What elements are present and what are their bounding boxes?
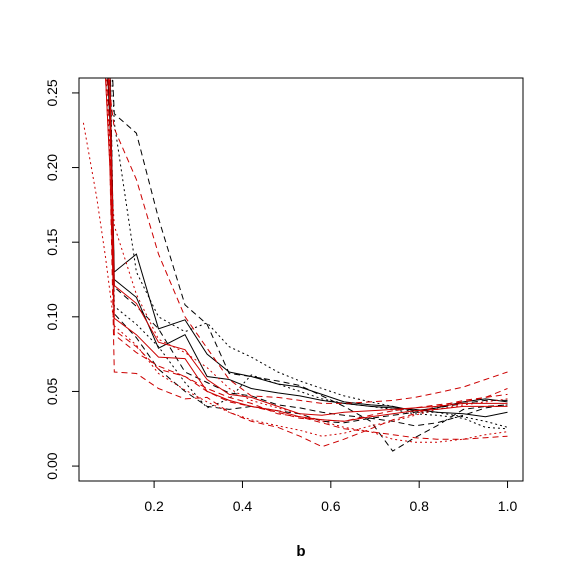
x-axis-title: b bbox=[296, 543, 305, 560]
series-line-6 bbox=[111, 78, 508, 428]
y-tick-label: 0.00 bbox=[44, 452, 60, 479]
x-tick-label: 0.8 bbox=[409, 498, 429, 514]
series-line-12 bbox=[104, 78, 508, 448]
y-tick-label: 0.25 bbox=[44, 79, 60, 106]
series-line-2 bbox=[107, 78, 508, 418]
y-tick-label: 0.20 bbox=[44, 154, 60, 181]
series-line-14 bbox=[105, 78, 508, 443]
series-line-3 bbox=[112, 78, 508, 452]
series-line-15 bbox=[82, 122, 508, 437]
x-tick-label: 0.2 bbox=[144, 498, 164, 514]
series-line-8 bbox=[109, 78, 508, 416]
x-tick-label: 0.4 bbox=[233, 498, 253, 514]
x-tick-label: 1.0 bbox=[498, 498, 518, 514]
y-tick-label: 0.15 bbox=[44, 228, 60, 255]
x-tick-label: 0.6 bbox=[321, 498, 341, 514]
y-tick-label: 0.10 bbox=[44, 303, 60, 330]
series-line-9 bbox=[107, 78, 508, 422]
series-line-10 bbox=[108, 78, 508, 404]
series-line-7 bbox=[110, 78, 508, 430]
y-tick-label: 0.05 bbox=[44, 378, 60, 405]
series-line-11 bbox=[106, 78, 508, 422]
series-line-13 bbox=[105, 78, 508, 440]
series-line-5 bbox=[109, 78, 508, 424]
y-axis: 0.00 0.05 0.10 0.15 0.20 0.25 bbox=[44, 79, 80, 480]
x-axis: 0.2 0.4 0.6 0.8 1.0 bbox=[144, 480, 518, 514]
plot-frame bbox=[78, 77, 524, 482]
series-lines bbox=[82, 78, 508, 452]
